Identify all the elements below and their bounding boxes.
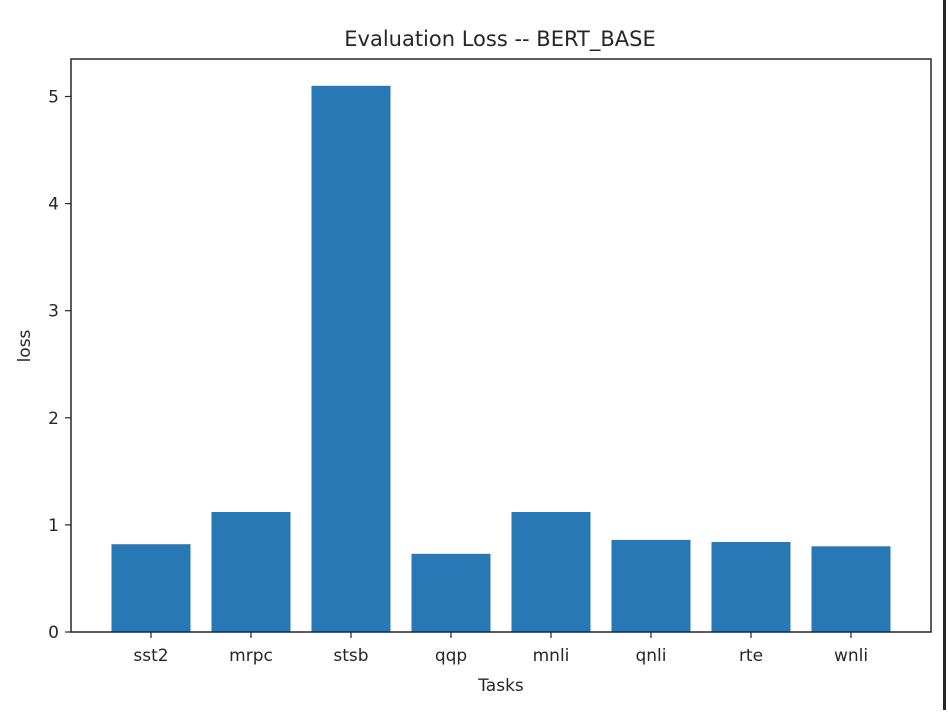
x-tick-label-mrpc: mrpc <box>229 646 273 666</box>
bar-qnli <box>611 539 691 632</box>
x-axis: sst2 mrpc stsb qqp mnli qnli rte wnli <box>133 632 868 666</box>
bar-mnli <box>511 512 591 632</box>
bar-stsb <box>311 85 391 633</box>
x-tick-label-qqp: qqp <box>435 646 467 666</box>
bar-wnli <box>811 546 891 632</box>
x-tick-label-mnli: mnli <box>533 646 570 666</box>
y-tick-label-2: 2 <box>48 409 59 429</box>
y-tick-label-5: 5 <box>48 87 59 107</box>
y-tick-label-4: 4 <box>48 195 59 215</box>
x-axis-label: Tasks <box>477 676 524 696</box>
x-tick-label-rte: rte <box>739 646 763 666</box>
y-tick-label-3: 3 <box>48 302 59 322</box>
x-tick-label-stsb: stsb <box>333 646 368 666</box>
x-tick-label-sst2: sst2 <box>133 646 168 666</box>
bar-rte <box>711 542 791 632</box>
y-axis-label: loss <box>15 329 35 362</box>
bar-sst2 <box>111 544 191 632</box>
bars-group <box>111 85 891 633</box>
bar-qqp <box>411 553 491 632</box>
y-tick-label-1: 1 <box>48 516 59 536</box>
plot-area-frame <box>70 58 932 633</box>
y-axis: 0 1 2 3 4 5 <box>48 87 71 643</box>
y-tick-label-0: 0 <box>48 623 59 643</box>
chart-title: Evaluation Loss -- BERT_BASE <box>344 27 655 52</box>
bar-mrpc <box>211 512 291 632</box>
window-edge-divider <box>943 0 946 710</box>
x-tick-label-wnli: wnli <box>834 646 868 666</box>
x-tick-label-qnli: qnli <box>635 646 666 666</box>
